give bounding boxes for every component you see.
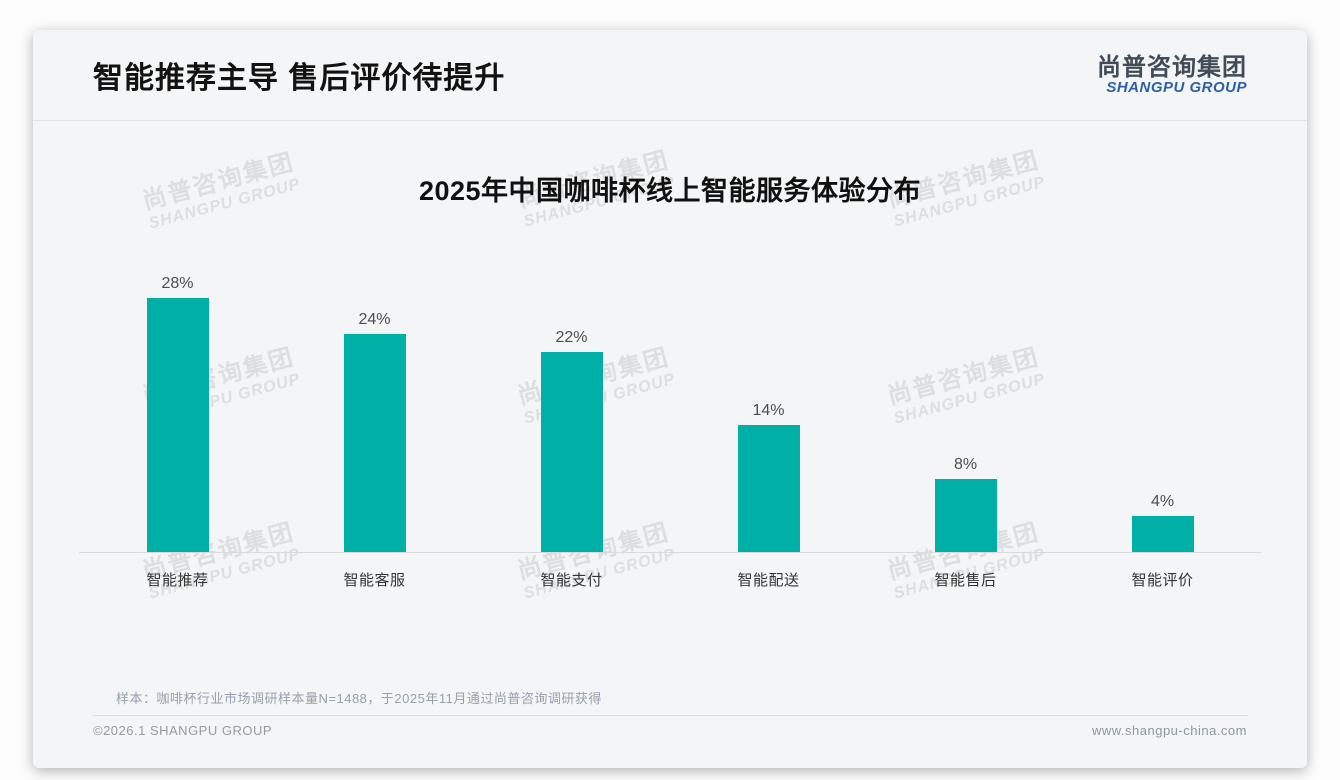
website-text: www.shangpu-china.com xyxy=(1091,723,1247,738)
company-logo: 尚普咨询集团 SHANGPU GROUP xyxy=(1097,53,1247,96)
bars-row: 28% 24% 22% 14% 8% 4% xyxy=(79,275,1261,553)
bar-value-label: 28% xyxy=(161,275,194,292)
bar-column: 14% xyxy=(670,402,867,552)
bar-column: 22% xyxy=(473,329,670,552)
bar xyxy=(343,334,406,552)
bar xyxy=(540,352,603,552)
category-label: 智能推荐 xyxy=(146,572,209,589)
logo-chinese-text: 尚普咨询集团 xyxy=(1097,53,1247,81)
header: 智能推荐主导 售后评价待提升 尚普咨询集团 SHANGPU GROUP xyxy=(33,30,1307,121)
bar xyxy=(1131,516,1194,552)
category-label: 智能支付 xyxy=(540,572,603,589)
bar-column: 4% xyxy=(1064,493,1261,552)
page-title: 智能推荐主导 售后评价待提升 xyxy=(93,62,506,95)
bar-value-label: 4% xyxy=(1150,493,1175,510)
bar-column: 8% xyxy=(867,456,1064,552)
bar-value-label: 24% xyxy=(358,311,391,328)
bar-column: 28% xyxy=(79,275,276,552)
bar-chart: 28% 24% 22% 14% 8% 4% 智能推荐 智能客服 智能支付 智能配送 智能售后 智能评… xyxy=(79,275,1261,590)
bar-value-label: 8% xyxy=(953,456,978,473)
category-label: 智能售后 xyxy=(934,572,997,589)
category-label: 智能客服 xyxy=(343,572,406,589)
bar xyxy=(737,425,800,552)
bar xyxy=(146,298,209,552)
sample-note: 样本：咖啡杯行业市场调研样本量N=1488，于2025年11月通过尚普咨询调研获… xyxy=(116,691,602,706)
footer: ©2026.1 SHANGPU GROUP www.shangpu-china.… xyxy=(33,716,1307,738)
slide-card: 尚普咨询集团 SHANGPU GROUP 尚普咨询集团 SHANGPU GROUP 尚普… xyxy=(33,30,1307,768)
logo-english-text: SHANGPU GROUP xyxy=(1106,78,1247,96)
footer-divider xyxy=(92,715,1248,716)
bar xyxy=(934,479,997,552)
bar-value-label: 14% xyxy=(752,402,785,419)
copyright-text: ©2026.1 SHANGPU GROUP xyxy=(93,723,273,738)
chart-area: 2025年中国咖啡杯线上智能服务体验分布 28% 24% 22% 14% 8% 4% 智能… xyxy=(33,169,1307,590)
category-label: 智能配送 xyxy=(737,572,800,589)
bar-value-label: 22% xyxy=(555,329,588,346)
category-label: 智能评价 xyxy=(1131,572,1194,589)
category-labels-row: 智能推荐 智能客服 智能支付 智能配送 智能售后 智能评价 xyxy=(79,553,1261,590)
bar-column: 24% xyxy=(276,311,473,552)
chart-title: 2025年中国咖啡杯线上智能服务体验分布 xyxy=(418,176,922,206)
